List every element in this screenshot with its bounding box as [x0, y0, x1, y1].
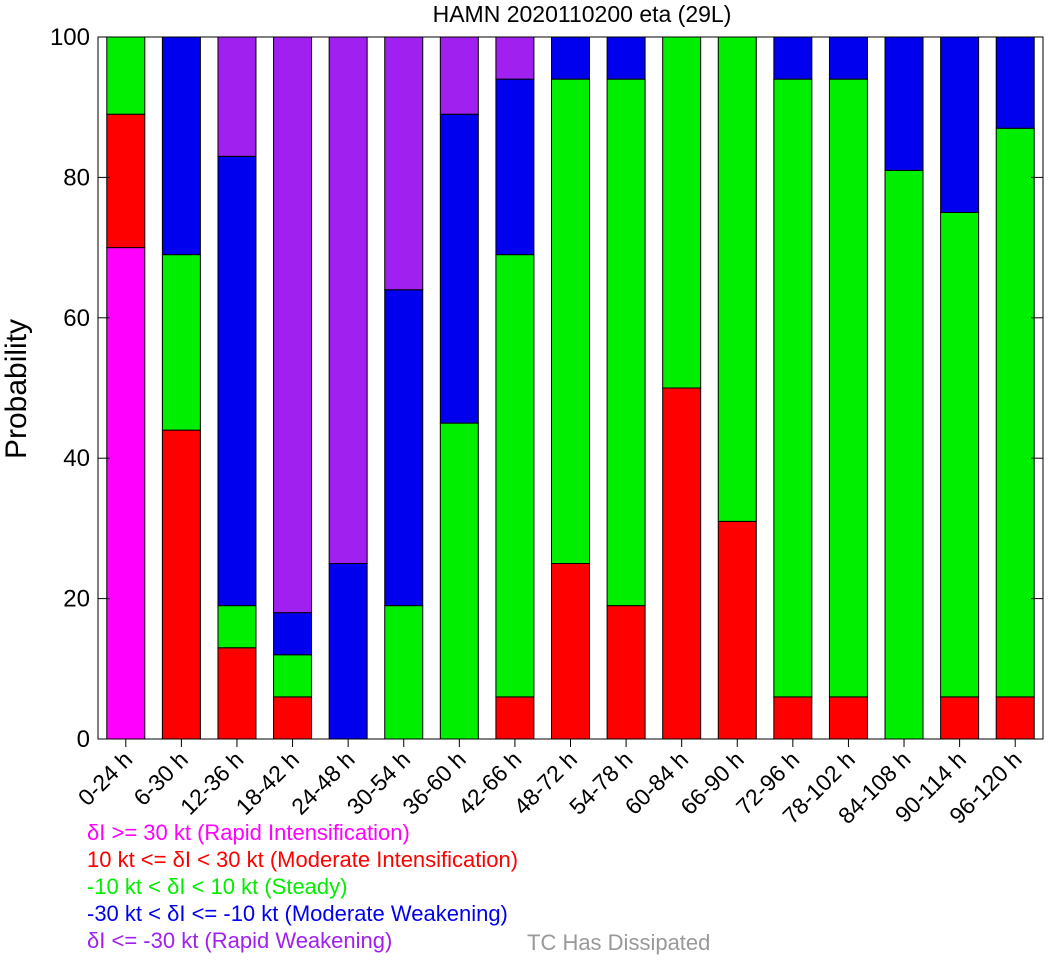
y-tick-label-0: 0: [77, 726, 90, 753]
bar-segment-2-4: [217, 36, 257, 157]
bar-segment-3-1: [273, 696, 313, 740]
bar-segment-6-3: [439, 113, 479, 424]
y-tick-label-4: 80: [63, 164, 90, 191]
bar-segment-3-4: [273, 36, 313, 614]
bar-segment-9-2: [606, 78, 646, 607]
bar-segment-10-2: [662, 36, 702, 389]
legend-entry-4: δI <= -30 kt (Rapid Weakening): [87, 928, 393, 953]
y-axis-label: Probability: [0, 319, 33, 459]
legend-entry-1: 10 kt <= δI < 30 kt (Moderate Intensific…: [87, 847, 519, 872]
y-tick-label-2: 40: [63, 445, 90, 472]
bar-segment-8-2: [551, 78, 590, 565]
bar-segment-11-1: [717, 520, 757, 740]
bar-segment-1-2: [161, 254, 201, 431]
bar-segment-5-4: [384, 36, 424, 291]
bar-segment-13-1: [828, 696, 868, 740]
y-tick-label-3: 60: [63, 305, 90, 332]
bar-segment-4-3: [328, 563, 368, 740]
bar-segment-16-1: [995, 696, 1035, 740]
bar-segment-13-2: [828, 78, 868, 698]
chart-title: HAMN 2020110200 eta (29L): [433, 1, 732, 27]
bar-segment-15-3: [940, 36, 980, 213]
bar-segment-1-1: [161, 429, 201, 740]
bar-segment-7-2: [495, 254, 535, 698]
bar-segment-16-2: [995, 127, 1035, 698]
bar-segment-0-0: [106, 247, 146, 740]
bar-segment-7-1: [495, 696, 535, 740]
bar-segment-6-2: [439, 422, 479, 740]
bar-segment-8-1: [551, 563, 590, 740]
legend-entry-3: -30 kt < δI <= -10 kt (Moderate Weakenin…: [87, 901, 508, 926]
bar-segment-7-4: [495, 36, 535, 80]
bar-segment-5-2: [384, 605, 424, 740]
bar-segment-1-3: [161, 36, 201, 256]
bar-segment-2-3: [217, 155, 257, 607]
legend-entry-2: -10 kt < δI < 10 kt (Steady): [87, 874, 348, 899]
bar-segment-4-4: [328, 36, 368, 564]
bar-segment-10-1: [662, 387, 702, 740]
x-tick-labels: 0-24 h6-30 h12-36 h18-42 h24-48 h30-54 h…: [73, 739, 1027, 829]
bar-segment-5-3: [384, 289, 424, 607]
bar-segment-9-3: [606, 36, 646, 80]
bar-segment-11-2: [717, 36, 757, 522]
bar-segment-8-3: [551, 36, 590, 80]
bar-segment-2-2: [217, 605, 257, 649]
bar-segment-13-3: [828, 36, 868, 80]
bar-segment-9-1: [606, 605, 646, 740]
bar-segment-3-2: [273, 654, 313, 698]
bar-segment-3-3: [273, 612, 313, 656]
x-tick-label-0: 0-24 h: [73, 746, 138, 811]
bar-segment-12-3: [773, 36, 813, 80]
y-tick-label-1: 20: [63, 586, 90, 613]
bar-segment-14-3: [884, 36, 924, 171]
bar-segment-15-2: [940, 212, 980, 698]
bar-segment-0-2: [106, 36, 146, 115]
bar-segment-15-1: [940, 696, 980, 740]
bar-segment-0-1: [106, 113, 146, 249]
bar-segment-14-2: [884, 169, 924, 740]
bars-group: [106, 36, 1035, 740]
bar-segment-6-4: [439, 36, 479, 115]
bar-segment-7-3: [495, 78, 535, 256]
dissipated-label: TC Has Dissipated: [527, 930, 711, 955]
legend-entry-0: δI >= 30 kt (Rapid Intensification): [87, 820, 410, 845]
bar-segment-16-3: [995, 36, 1035, 129]
y-tick-label-5: 100: [50, 24, 90, 51]
bar-segment-2-1: [217, 647, 257, 740]
bar-segment-12-2: [773, 78, 813, 698]
bar-segment-12-1: [773, 696, 813, 740]
